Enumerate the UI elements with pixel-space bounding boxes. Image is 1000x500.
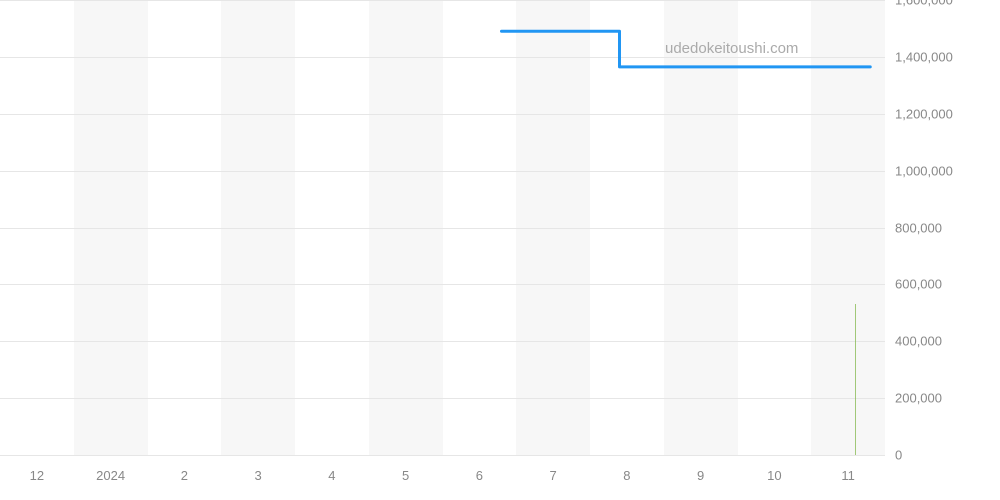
x-tick-label: 7 bbox=[550, 468, 557, 483]
y-tick-label: 1,400,000 bbox=[895, 49, 953, 64]
x-tick-label: 11 bbox=[841, 468, 855, 483]
x-tick-label: 5 bbox=[402, 468, 409, 483]
x-tick-label: 6 bbox=[476, 468, 483, 483]
x-tick-label: 2 bbox=[181, 468, 188, 483]
y-tick-label: 400,000 bbox=[895, 334, 942, 349]
x-tick-label: 9 bbox=[697, 468, 704, 483]
plot-area bbox=[0, 0, 885, 455]
y-grid-line bbox=[0, 455, 885, 456]
watermark-text: udedokeitoushi.com bbox=[665, 40, 798, 57]
y-tick-label: 1,200,000 bbox=[895, 106, 953, 121]
y-tick-label: 800,000 bbox=[895, 220, 942, 235]
x-tick-label: 8 bbox=[623, 468, 630, 483]
y-tick-label: 600,000 bbox=[895, 277, 942, 292]
x-tick-label: 12 bbox=[30, 468, 44, 483]
x-tick-label: 4 bbox=[328, 468, 335, 483]
x-tick-label: 3 bbox=[255, 468, 262, 483]
x-axis-labels: 12 2024 2 3 4 5 6 7 8 9 10 11 bbox=[0, 468, 885, 493]
x-tick-label: 10 bbox=[767, 468, 781, 483]
y-axis-labels: 0200,000400,000600,000800,0001,000,0001,… bbox=[895, 0, 995, 455]
y-tick-label: 1,600,000 bbox=[895, 0, 953, 8]
y-tick-label: 0 bbox=[895, 448, 902, 463]
y-tick-label: 200,000 bbox=[895, 391, 942, 406]
x-tick-label: 2024 bbox=[96, 468, 125, 483]
line-series bbox=[0, 0, 885, 455]
y-tick-label: 1,000,000 bbox=[895, 163, 953, 178]
chart-container: 0 200,000 400,000 600,000 800,000 1,000,000 1,… bbox=[0, 0, 1000, 500]
